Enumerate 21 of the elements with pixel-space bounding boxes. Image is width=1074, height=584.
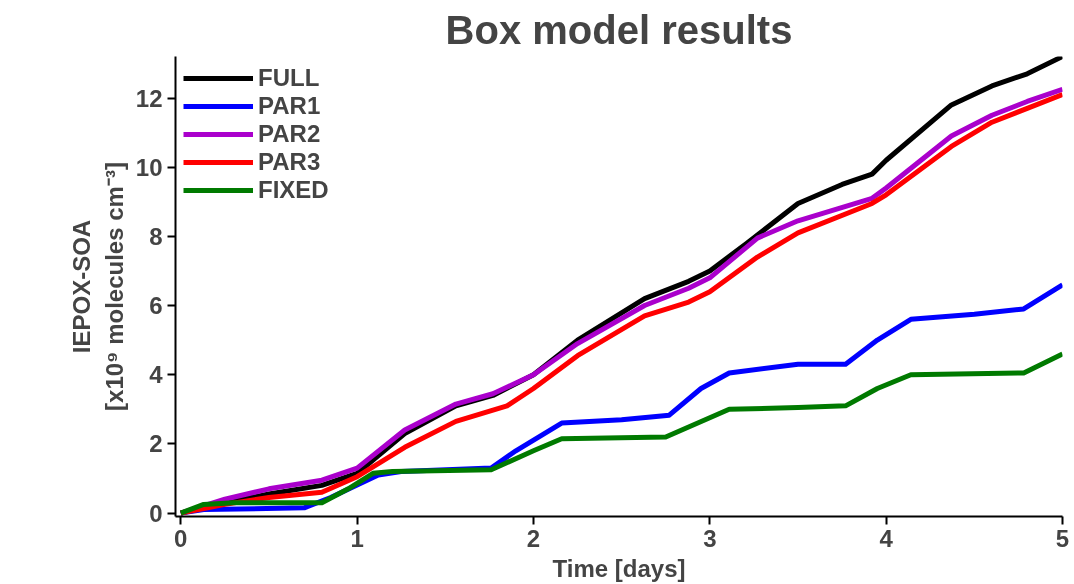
y-tick-label: 6 bbox=[149, 292, 163, 320]
x-tick-label: 2 bbox=[526, 524, 541, 552]
y-tick-label: 4 bbox=[149, 361, 164, 389]
legend-label: FULL bbox=[258, 64, 320, 92]
y-tick-label: 8 bbox=[149, 222, 163, 250]
legend-label: FIXED bbox=[258, 176, 329, 204]
y-tick-label: 0 bbox=[149, 499, 163, 527]
y-tick-label: 2 bbox=[149, 430, 163, 458]
chart-title: Box model results bbox=[445, 7, 793, 52]
x-tick-label: 3 bbox=[703, 524, 717, 552]
x-tick-label: 4 bbox=[879, 524, 894, 552]
x-tick-label: 5 bbox=[1055, 524, 1070, 552]
y-axis-title: IEPOX-SOA [x10⁹ molecules cm⁻³] bbox=[68, 162, 128, 411]
y-tick-label: 10 bbox=[135, 153, 163, 181]
legend-label: PAR1 bbox=[258, 92, 321, 120]
legend-label: PAR2 bbox=[258, 120, 321, 148]
legend-label: PAR3 bbox=[258, 148, 321, 176]
x-axis-title: Time [days] bbox=[552, 554, 686, 582]
x-tick-label: 0 bbox=[174, 524, 188, 552]
x-tick-label: 1 bbox=[350, 524, 364, 552]
y-tick-label: 12 bbox=[135, 84, 163, 112]
